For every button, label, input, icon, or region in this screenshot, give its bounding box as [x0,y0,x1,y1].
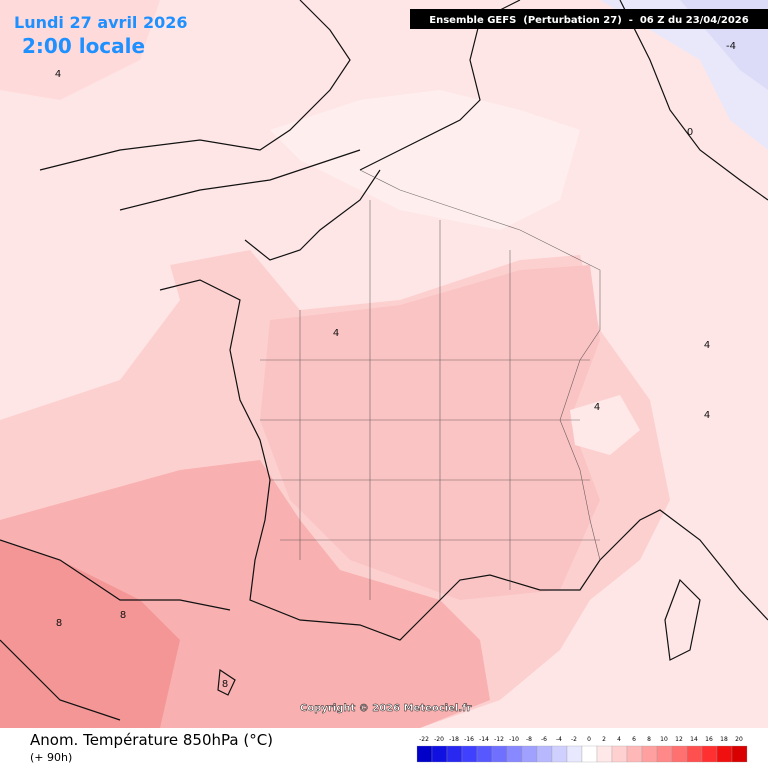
warm-area [0,0,160,100]
run-banner [410,9,768,29]
scale-label: -12 [494,736,504,743]
scale-label: 6 [632,736,636,743]
scale-swatch [536,745,553,763]
scale-swatch [686,745,703,763]
local-time: 2:00 locale [22,34,145,58]
contour-label: -4 [726,41,736,52]
scale-label: 10 [660,736,668,743]
scale-label: 20 [735,736,743,743]
scale-label: -20 [434,736,444,743]
zero-line [619,0,768,201]
scale-label: 18 [720,736,728,743]
neutral-area [570,395,640,455]
scale-swatch [716,745,733,763]
scale-label: -18 [449,736,459,743]
scale-swatch [566,745,583,763]
scale-swatch [611,745,628,763]
contour-label: 8 [120,610,126,621]
scale-swatch [641,745,658,763]
scale-label: 14 [690,736,698,743]
neutral-area [270,90,580,230]
scale-label: -14 [479,736,489,743]
scale-swatch [581,745,598,763]
contour-label: 4 [55,69,61,80]
contour-label: 4 [704,340,710,351]
scale-label: -22 [419,736,429,743]
contour-label: 4 [333,328,339,339]
scale-swatch [506,745,523,763]
scale-label: -2 [571,736,577,743]
hot-area [0,540,180,728]
scale-label: 2 [602,736,606,743]
scale-swatch [461,745,478,763]
scale-swatch [731,745,748,763]
scale-label: -10 [509,736,519,743]
scale-swatch [491,745,508,763]
contour-labels: 4 4 4 4 4 8 8 8 0 -4 [55,41,736,690]
scale-label: -6 [541,736,547,743]
warm-area [260,265,600,600]
coastline [39,0,351,171]
coastline [119,149,361,211]
scale-swatch [671,745,688,763]
coastline [159,169,768,641]
scale-swatch [521,745,538,763]
contour-label: 0 [687,127,693,138]
scale-swatch [446,745,463,763]
scale-swatch [431,745,448,763]
island [217,578,701,696]
contour-label: 4 [704,410,710,421]
scale-swatch [476,745,493,763]
scale-swatch [596,745,613,763]
footer-title: Anom. Température 850hPa (°C) [30,731,273,749]
scale-label: 4 [617,736,621,743]
scale-label: -16 [464,736,474,743]
scale-label: 12 [675,736,683,743]
scale-swatch [416,745,433,763]
copyright: Copyright © 2026 Meteociel.fr [300,703,471,714]
coastline [0,539,231,721]
run-info: Ensemble GEFS (Perturbation 27) - 06 Z d… [429,15,748,26]
scale-label: -4 [556,736,562,743]
contour-label: 8 [56,618,62,629]
scale-swatch [656,745,673,763]
scale-swatch [551,745,568,763]
scale-label: 16 [705,736,713,743]
scale-label: -8 [526,736,532,743]
color-scale: -22 -20 -18 -16 -14 -12 -10 -8 -6 -4 -2 0 2 4 6 8 10 12 14… [416,736,748,763]
contour-label: 4 [594,402,600,413]
contour-label: 8 [222,679,228,690]
scale-label: 0 [587,736,591,743]
scale-swatch [701,745,718,763]
date: Lundi 27 avril 2026 [14,13,188,32]
borders [260,169,601,600]
scale-label: 8 [647,736,651,743]
lead-time: (+ 90h) [30,751,72,764]
scale-swatch [626,745,643,763]
